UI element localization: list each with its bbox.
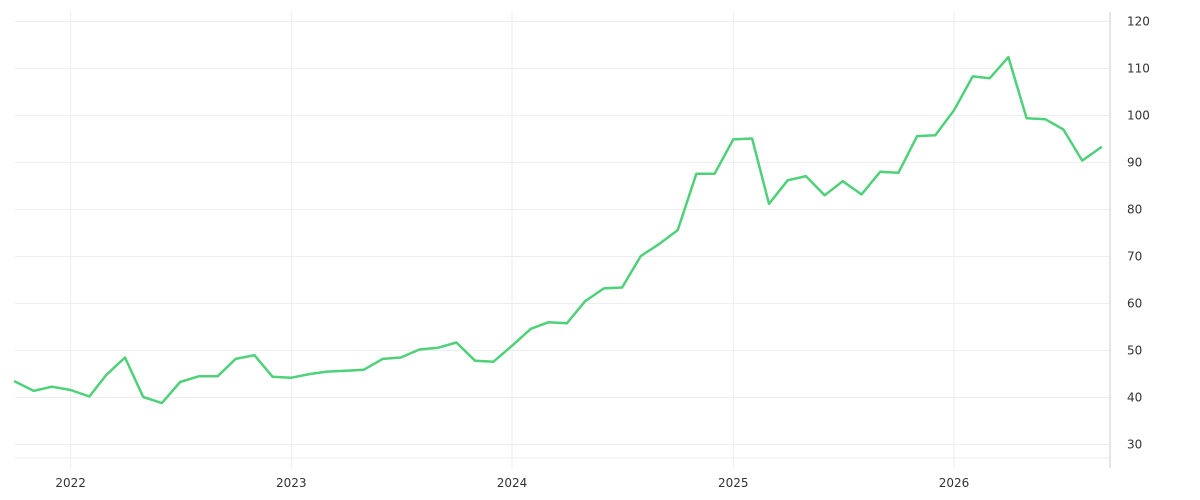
x-tick-label: 2023 xyxy=(276,476,307,490)
y-tick-label: 60 xyxy=(1127,296,1142,310)
x-tick-label: 2026 xyxy=(939,476,970,490)
y-tick-label: 80 xyxy=(1127,202,1142,216)
vertical-gridlines xyxy=(70,12,955,468)
y-axis-tick-labels: 30 40 50 60 70 80 90 100 110 120 xyxy=(1127,14,1150,451)
y-tick-label: 40 xyxy=(1127,390,1142,404)
y-tick-label: 100 xyxy=(1127,108,1150,122)
x-axis-tick-labels: 2022 2023 2024 2025 2026 xyxy=(55,476,969,490)
y-tick-label: 70 xyxy=(1127,249,1142,263)
series-layer xyxy=(13,55,1103,405)
x-tick-label: 2022 xyxy=(55,476,86,490)
y-tick-label: 120 xyxy=(1127,14,1150,28)
horizontal-gridlines xyxy=(15,20,1110,459)
x-tick-label: 2024 xyxy=(497,476,528,490)
y-tick-label: 110 xyxy=(1127,61,1150,75)
x-tick-label: 2025 xyxy=(718,476,749,490)
y-tick-label: 90 xyxy=(1127,155,1142,169)
y-tick-label: 50 xyxy=(1127,343,1142,357)
series-line-0 xyxy=(13,55,1103,405)
y-tick-label: 30 xyxy=(1127,437,1142,451)
